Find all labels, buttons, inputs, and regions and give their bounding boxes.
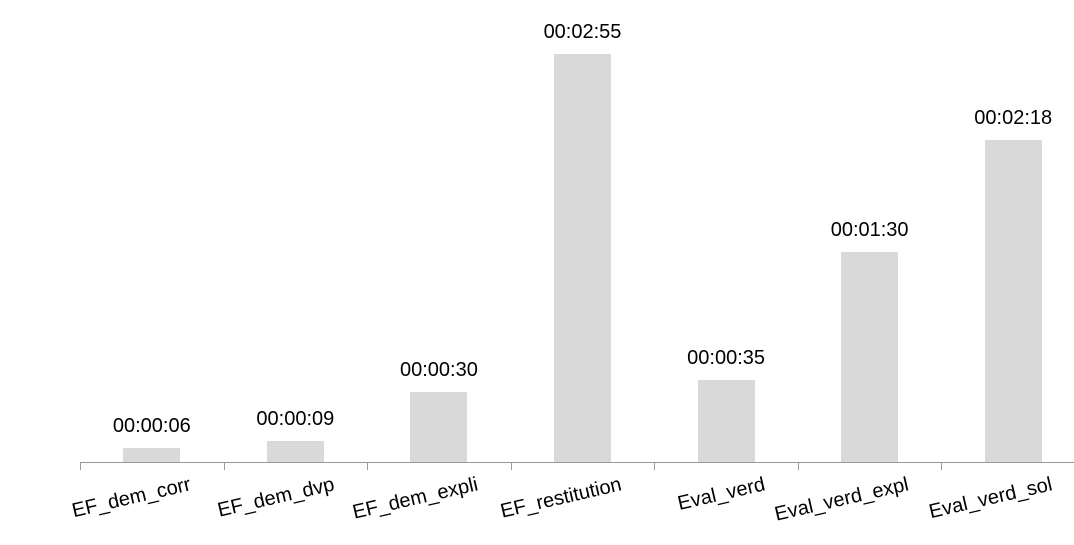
- bar-eval-verd-expl: [841, 252, 898, 462]
- x-tick-label: EF_dem_dvp: [216, 473, 337, 521]
- data-label: 00:01:30: [831, 219, 909, 241]
- x-tick-label: Eval_verd: [676, 473, 768, 514]
- data-label: 00:02:18: [974, 107, 1052, 129]
- x-tick-label: EF_restitution: [498, 473, 623, 522]
- x-axis: [80, 462, 1074, 470]
- x-tick-label: Eval_verd_sol: [927, 473, 1054, 523]
- bar-ef-dem-expli: [410, 392, 467, 462]
- x-tick-label: Eval_verd_expl: [773, 473, 911, 525]
- bar-ef-dem-dvp: [267, 441, 324, 462]
- x-tick-labels-group: EF_dem_corr EF_dem_dvp EF_dem_expli EF_rest…: [70, 473, 1054, 525]
- data-label: 00:00:35: [687, 347, 765, 369]
- bar-eval-verd-sol: [985, 140, 1042, 462]
- bar-eval-verd: [698, 380, 755, 462]
- bar-ef-restitution: [554, 54, 611, 462]
- data-labels-group: 00:00:06 00:00:09 00:00:30 00:02:55 00:00:35…: [113, 21, 1052, 437]
- data-label: 00:02:55: [544, 21, 622, 43]
- x-tick-label: EF_dem_expli: [351, 473, 481, 523]
- data-label: 00:00:09: [256, 408, 334, 430]
- x-tick-label: EF_dem_corr: [70, 473, 193, 522]
- data-label: 00:00:30: [400, 359, 478, 381]
- bars-group: [123, 54, 1042, 462]
- data-label: 00:00:06: [113, 415, 191, 437]
- bar-ef-dem-corr: [123, 448, 180, 462]
